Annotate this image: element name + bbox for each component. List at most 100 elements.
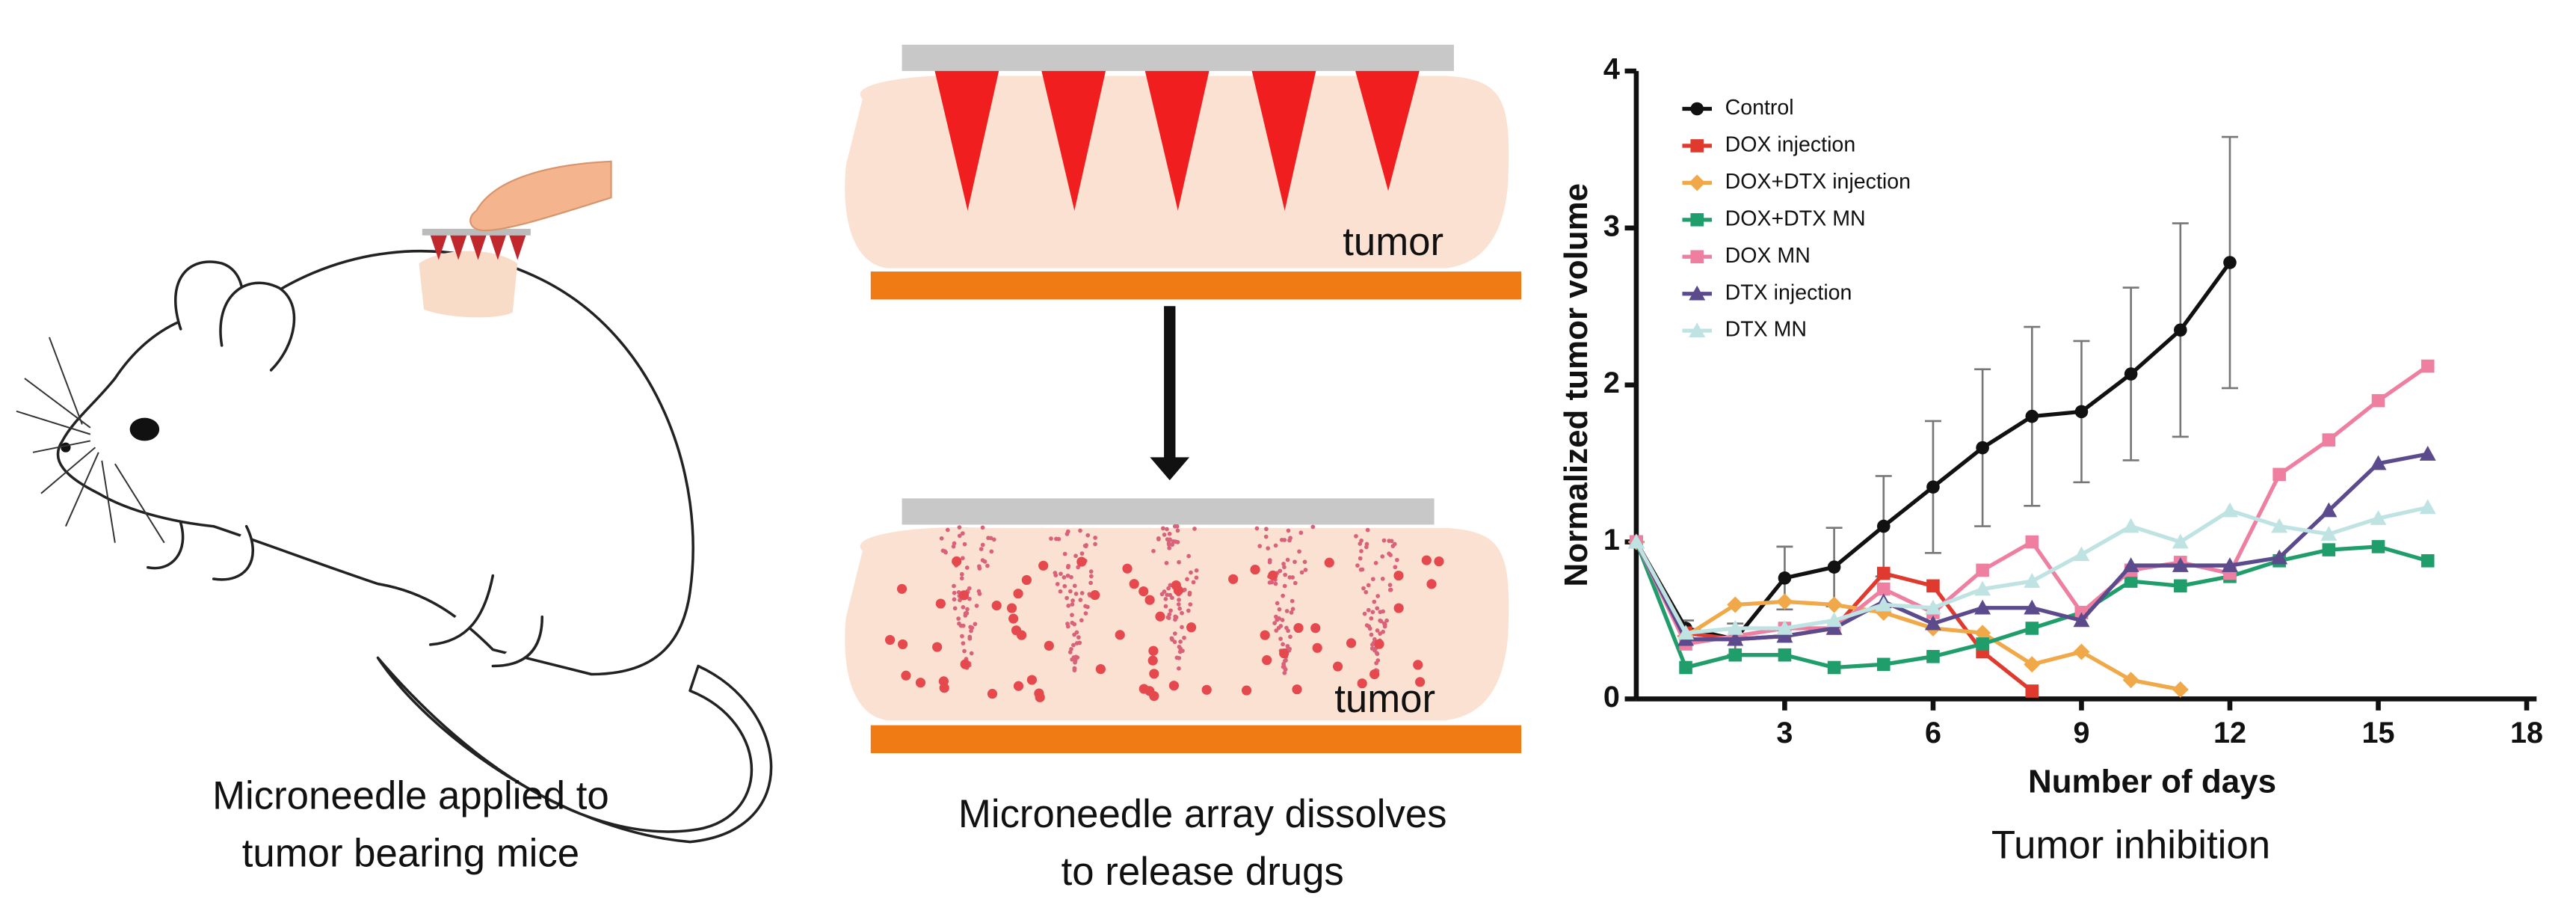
drug-dot [957,525,962,530]
drug-dot [1058,589,1063,594]
legend-label: DTX MN [1725,318,1807,342]
drug-dot [1282,658,1287,663]
x-tick-label: 18 [2510,717,2543,749]
drug-dot [1369,616,1374,621]
drug-dot [1059,571,1063,577]
drug-dot [962,542,967,547]
drug-dot [1289,610,1294,615]
drug-dot [961,623,966,628]
drug-dot [1395,557,1399,562]
drug-dot [1156,536,1161,541]
drug-dot [1278,636,1283,641]
drug-dot [1079,618,1084,623]
drug-dot [1257,544,1263,549]
data-point [1825,612,1843,628]
drug-dot [1289,598,1295,604]
mouse-illustration [16,160,773,844]
drug-dot [1293,622,1304,634]
legend-marker [1690,102,1704,116]
drug-dot [987,689,998,699]
data-point [2174,579,2187,593]
data-point [2320,502,2338,518]
drug-dot [1021,574,1032,586]
drug-dot [1163,604,1168,609]
drug-dot [1070,620,1075,625]
legend-marker [1690,213,1704,227]
drug-dot [960,556,965,561]
drug-dot [1164,560,1169,565]
drug-dot [1286,528,1291,533]
data-point [2320,526,2338,541]
drug-dot [1170,542,1175,547]
data-point [2322,433,2336,447]
drug-dot [1273,543,1278,548]
drug-dot [1361,586,1366,591]
data-point [1776,620,1793,635]
drug-dot [1354,533,1358,539]
data-point [1926,579,1940,593]
drug-dot [1292,559,1297,565]
caption: to release drugs [1061,850,1344,894]
drug-dot [1358,556,1363,561]
data-point [1776,593,1793,610]
data-point [2124,574,2138,588]
drug-dot [1272,621,1278,625]
drug-dot [1155,611,1165,622]
drug-dot [1375,606,1380,611]
legend-marker [1689,285,1706,301]
drug-dot [1263,534,1269,539]
data-point [2370,510,2387,525]
drug-dot [1364,545,1369,550]
caption: tumor bearing mice [242,832,579,876]
drug-dot [1088,569,1094,574]
drug-dot [961,605,966,610]
drug-dot [1390,544,1396,548]
data-point [2273,467,2286,482]
drug-dot [1166,541,1171,545]
drug-dot [989,549,994,554]
drug-dot [980,525,985,530]
drug-dot [1038,560,1049,571]
drug-dot [1380,554,1385,559]
legend-label: DOX injection [1725,132,1856,156]
drug-dot [1065,529,1070,534]
data-point [2271,549,2288,565]
drug-dot [1426,579,1437,589]
drug-dot [1076,565,1081,570]
drug-dot [1281,664,1286,669]
drug-dot [1366,583,1371,588]
drug-dot [1380,577,1385,581]
x-axis-label: Number of days [2028,764,2276,800]
y-tick-label: 2 [1603,366,1620,399]
data-point [1727,620,1744,635]
drug-dot [991,601,1002,611]
data-point [2221,502,2238,518]
drug-dot [1163,597,1168,601]
drug-dot [935,598,946,609]
data-point [2025,409,2039,423]
drug-dot [1070,657,1075,662]
data-point [2025,535,2039,549]
drug-dot [884,634,896,645]
drug-dot [1370,610,1375,615]
drug-dot [980,542,985,547]
drug-dot [1144,595,1155,605]
drug-dot [1180,610,1184,616]
drug-dot [1369,632,1374,637]
drug-dot [1393,603,1404,613]
drug-dot [1129,579,1139,589]
drug-dot [1378,631,1383,636]
drug-dot [1285,557,1290,562]
drug-dot [1366,607,1371,613]
drug-dot [1393,570,1404,581]
drug-dot [1062,551,1067,556]
drug-dot [1254,526,1260,531]
data-point [1924,599,1941,615]
caption: Microneedle applied to [212,774,609,818]
data-point [1926,649,1940,663]
drug-dot [1187,592,1192,597]
drug-dot [1168,608,1173,613]
data-point [1827,560,1841,574]
drug-dot [1279,648,1289,659]
